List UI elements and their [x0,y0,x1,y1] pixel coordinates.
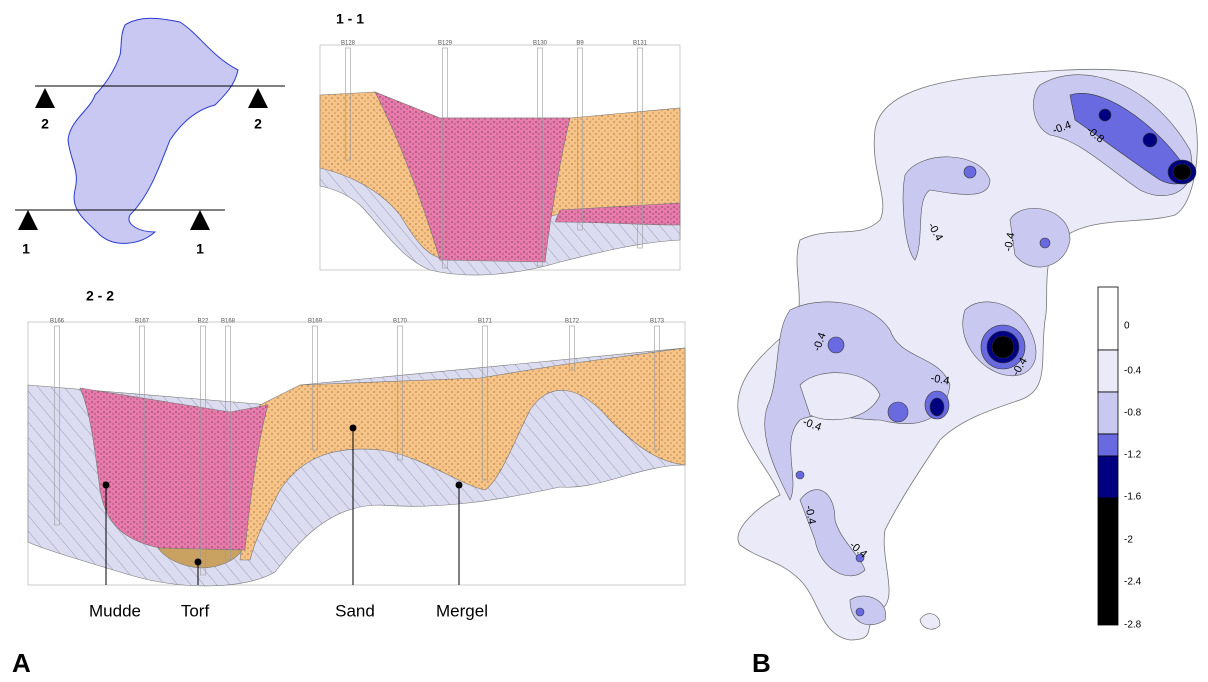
section-1: 1 - 1 B128 B129 B130 B9 B131 [319,11,681,276]
borehole [482,325,488,481]
contour-label: -0.4 [1002,232,1017,253]
boreholes: B128 B129 B130 B9 B131 [341,41,648,269]
borehole [537,47,543,267]
section-title: 1 - 1 [336,11,364,27]
borehole-label: B130 [533,41,548,47]
colorbar-label: -2 [1124,535,1133,546]
borehole [345,47,351,161]
borehole [569,325,575,371]
contour-label: -0.4 [803,505,818,526]
borehole-label: B128 [341,41,356,47]
borehole-label: B9 [576,41,584,47]
mudde-layer [79,387,269,551]
marker-label: 1 [22,241,30,257]
borehole-label: B170 [393,319,408,325]
borehole [442,47,448,269]
borehole-label: B166 [50,319,65,325]
borehole-label: B167 [135,319,150,325]
borehole-label: B22 [198,319,209,325]
colorbar-label: -1.6 [1124,492,1142,503]
colorbar-label: -1.2 [1124,450,1142,461]
borehole [637,47,643,249]
panel-label: B [752,648,771,678]
contour-map: -0.4 -0.8-0.4 -0.4-0.4-0.4-0.4-0.4-0.4-0.4 [737,68,1198,641]
colorbar-label: -0.4 [1124,366,1142,377]
plan-view: 2 2 1 1 [15,17,285,257]
boreholes: B166 B167 B22 B168 B169 B170 B171 B172 B173 [50,319,665,576]
borehole [54,325,60,526]
borehole [200,325,206,576]
legend [102,424,463,585]
borehole-label: B129 [438,41,453,47]
section-2: 2 - 2 B166 B167 B22 B168 B169 B170 B171 B172 B17… [27,288,686,620]
sand-layer [239,347,686,561]
legend-label: Sand [335,601,375,620]
borehole-label: B171 [478,319,493,325]
marker-label: 1 [196,241,204,257]
borehole-label: B169 [308,319,323,325]
lake-outline [67,17,239,244]
marker-triangle [18,88,268,230]
marker-label: 2 [41,116,49,132]
torf-layer [157,547,243,569]
borehole [225,325,231,561]
borehole [577,47,583,231]
colorbar-label: 0 [1124,321,1130,332]
contour-label: -0.4 [930,372,951,387]
legend-label: Mergel [436,601,488,620]
borehole-label: B131 [633,41,648,47]
borehole-label: B172 [565,319,580,325]
borehole [654,325,660,451]
colorbar-label: -0.8 [1124,408,1142,419]
borehole [139,325,145,541]
marker-label: 2 [254,116,262,132]
mudde-layer [374,91,681,263]
colorbar-label: -2.8 [1124,620,1142,631]
section-title: 2 - 2 [86,288,114,304]
borehole-label: B168 [221,319,236,325]
colorbar-label: -2.4 [1124,577,1142,588]
legend-label: Mudde [89,601,141,620]
high-contours [795,93,1197,617]
borehole [312,325,318,451]
panel-label: A [12,648,31,678]
colorbar: 0 -0.4 -0.8 -1.2 -1.6 -2 -2.4 -2.8 [1097,286,1142,631]
borehole-label: B173 [650,319,665,325]
borehole [397,325,403,461]
legend-label: Torf [181,601,210,620]
